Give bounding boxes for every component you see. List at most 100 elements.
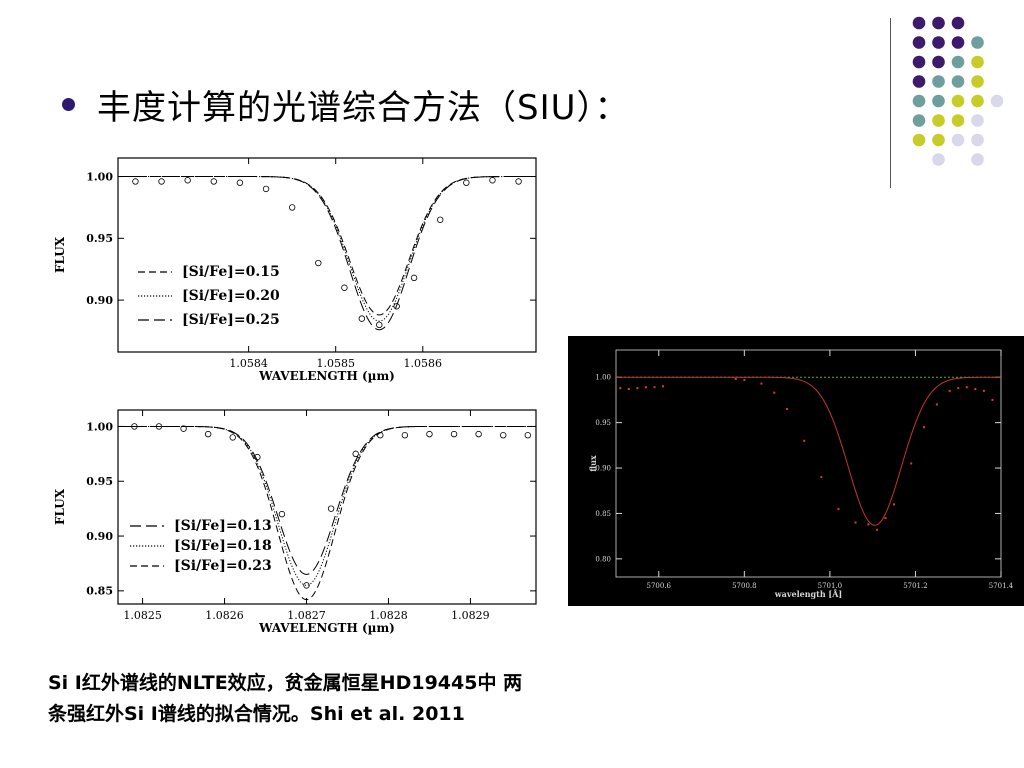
observed-point xyxy=(644,386,647,389)
decorative-dot xyxy=(951,133,965,147)
observed-point xyxy=(341,284,348,291)
decorative-dot xyxy=(971,133,984,147)
x-tick-label: 1.0828 xyxy=(369,609,408,622)
observed-point xyxy=(131,423,138,430)
observed-point xyxy=(132,178,139,185)
title-row: 丰度计算的光谱综合方法（SIU）： xyxy=(62,82,630,128)
decorative-dot xyxy=(951,36,965,49)
plot-frame xyxy=(615,349,1002,578)
x-axis-label: wavelength [Å] xyxy=(774,589,842,599)
x-tick-label: 1.0584 xyxy=(229,357,268,370)
y-tick-label: 1.00 xyxy=(86,420,113,433)
observed-point xyxy=(229,434,236,441)
spectrum-plot-top: 1.00 0.95 0.90 1.0584 1.0585 1.0586 WAVELENGTH… xyxy=(53,157,537,383)
observed-point xyxy=(875,528,878,531)
observed-point xyxy=(923,426,925,429)
observed-point xyxy=(884,516,887,519)
x-axis-label: WAVELENGTH (µm) xyxy=(258,369,395,383)
decorative-dot xyxy=(912,94,926,108)
decorative-dot xyxy=(932,55,945,69)
decorative-dot xyxy=(912,36,926,49)
decorative-dot xyxy=(971,36,984,49)
observed-point xyxy=(734,378,737,381)
observed-point xyxy=(803,439,806,442)
observed-point xyxy=(500,432,507,439)
x-tick-label: 1.0825 xyxy=(123,609,162,622)
observed-point xyxy=(982,389,985,392)
observed-point xyxy=(948,389,951,392)
observed-point xyxy=(837,507,840,510)
observed-point xyxy=(935,403,938,406)
spectrum-plot-bottom: 1.00 0.95 0.90 0.85 1.0825 1.0826 1.0827 1.0828… xyxy=(53,409,537,635)
observed-point xyxy=(393,303,400,310)
observed-point xyxy=(820,476,823,479)
decorative-dot xyxy=(932,153,945,166)
observed-point xyxy=(236,179,244,186)
observed-point xyxy=(489,177,496,184)
decorative-dot xyxy=(932,36,945,49)
x-tick-label: 1.0826 xyxy=(205,609,244,622)
observed-point xyxy=(653,386,656,389)
model-curve xyxy=(118,176,536,316)
x-tick-label: 5701.0 xyxy=(818,582,843,590)
caption-line-2: 条强红外Si I谱线的拟合情况。Shi et al. 2011 xyxy=(48,703,465,725)
decorative-dot xyxy=(932,94,945,108)
model-curve xyxy=(616,376,1001,526)
y-tick-label: 0.80 xyxy=(595,555,611,563)
legend-label: [Si/Fe]=0.18 xyxy=(174,538,272,554)
legend-label: [Si/Fe]=0.20 xyxy=(182,288,280,304)
observed-point xyxy=(426,430,433,438)
y-tick-label: 0.90 xyxy=(86,530,113,543)
decorative-dot xyxy=(932,114,945,127)
y-tick-label: 0.85 xyxy=(86,585,113,598)
observed-point xyxy=(627,388,630,391)
observed-point xyxy=(410,274,418,282)
x-tick-label: 1.0827 xyxy=(287,609,326,622)
model-curve xyxy=(118,425,536,601)
observed-point xyxy=(760,382,763,385)
legend-label: [Si/Fe]=0.25 xyxy=(182,312,280,328)
observed-point xyxy=(515,178,522,185)
observed-point xyxy=(155,423,163,430)
decorative-dot xyxy=(971,75,984,88)
observed-point xyxy=(158,178,165,185)
observed-point xyxy=(254,453,261,461)
caption-line-1: Si I红外谱线的NLTE效应，贫金属恒星HD19445中 两 xyxy=(48,672,523,694)
observed-point xyxy=(786,408,789,411)
observed-point xyxy=(184,177,191,184)
observed-point xyxy=(867,523,870,526)
legend-label: [Si/Fe]=0.15 xyxy=(182,264,280,280)
decorative-dot xyxy=(932,75,945,88)
decorative-divider xyxy=(890,18,891,188)
x-tick-label: 1.0829 xyxy=(451,609,490,622)
observed-point xyxy=(854,521,857,524)
decorative-dot xyxy=(932,133,945,147)
y-tick-label: 0.85 xyxy=(595,510,611,518)
y-tick-label: 0.90 xyxy=(595,464,611,472)
bullet-icon xyxy=(62,97,75,111)
observed-point xyxy=(437,216,444,223)
decorative-dot xyxy=(932,16,945,30)
x-tick-label: 5701.4 xyxy=(989,582,1014,590)
model-curve xyxy=(118,176,536,331)
legend-label: [Si/Fe]=0.13 xyxy=(174,518,272,534)
observed-point xyxy=(910,462,913,465)
x-tick-label: 5700.6 xyxy=(647,582,672,590)
slide-title: 丰度计算的光谱综合方法（SIU）： xyxy=(97,87,630,128)
observed-point xyxy=(377,432,384,439)
decorative-dot xyxy=(912,114,926,127)
observed-point xyxy=(450,430,458,438)
observed-point xyxy=(974,388,977,391)
y-tick-label: 1.00 xyxy=(595,374,611,382)
observed-point xyxy=(893,503,896,506)
decorative-dot xyxy=(912,75,926,88)
legend-label: [Si/Fe]=0.23 xyxy=(174,558,272,574)
figure-caption: Si I红外谱线的NLTE效应，贫金属恒星HD19445中 两 条强红外Si I… xyxy=(48,668,522,730)
plot-frame xyxy=(117,409,537,605)
x-axis-label: WAVELENGTH (µm) xyxy=(258,621,395,635)
observed-point xyxy=(210,178,217,185)
x-tick-label: 1.0585 xyxy=(316,357,355,370)
model-curve xyxy=(118,176,536,322)
observed-point xyxy=(957,387,960,390)
x-tick-label: 5700.8 xyxy=(732,582,757,590)
